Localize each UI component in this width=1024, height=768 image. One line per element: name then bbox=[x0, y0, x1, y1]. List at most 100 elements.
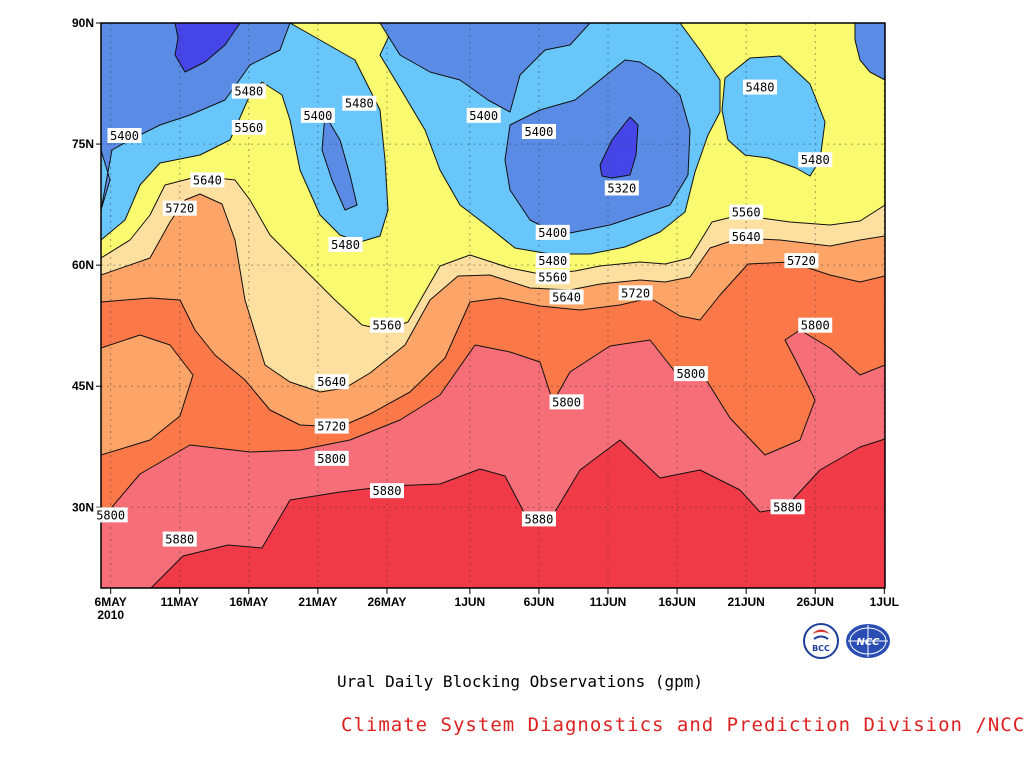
x-tick-label: 11JUN bbox=[590, 595, 627, 609]
contour-label: 5480 bbox=[231, 83, 266, 99]
contour-label-text: 5720 bbox=[165, 202, 194, 216]
contour-label-text: 5800 bbox=[676, 367, 705, 381]
contour-label-text: 5640 bbox=[552, 290, 581, 304]
axis-ticks: 6MAY 11MAY 16MAY 21MAY 26MAY 1JUN 6JUN 11JUN 16J… bbox=[72, 16, 899, 622]
x-tick-label: 16JUN bbox=[658, 595, 695, 609]
contour-label-text: 5560 bbox=[538, 270, 567, 284]
contour-label: 5880 bbox=[162, 531, 197, 547]
contour-label: 5320 bbox=[604, 180, 639, 196]
contour-label-text: 5720 bbox=[317, 420, 346, 434]
contour-labels: 5400 5480 5560 5640 5720 5400 5480 5480 5560 5640… bbox=[93, 79, 833, 547]
chart-caption: Ural Daily Blocking Observations (gpm) bbox=[336, 672, 704, 691]
x-tick-label: 1JUL bbox=[870, 595, 899, 609]
contour-label-text: 5400 bbox=[110, 129, 139, 143]
contour-label: 5480 bbox=[328, 236, 363, 252]
contour-label-bg bbox=[107, 128, 142, 143]
contour-label-text: 5880 bbox=[773, 500, 802, 514]
contour-label-text: 5800 bbox=[552, 395, 581, 409]
contour-label: 5400 bbox=[521, 123, 556, 139]
contour-label: 5800 bbox=[314, 450, 349, 466]
contour-label-bg bbox=[314, 418, 349, 434]
contour-label-text: 5640 bbox=[317, 375, 346, 389]
contour-label: 5880 bbox=[770, 499, 805, 515]
contour-label-bg bbox=[342, 95, 377, 111]
contour-label-bg bbox=[673, 366, 708, 382]
contour-label-text: 5880 bbox=[165, 533, 194, 547]
contour-label-text: 5640 bbox=[193, 173, 222, 187]
contour-label: 5560 bbox=[535, 269, 570, 285]
contour-label-text: 5480 bbox=[801, 153, 830, 167]
contour-label-text: 5320 bbox=[607, 181, 636, 195]
contour-label-text: 5800 bbox=[801, 319, 830, 333]
contour-label-bg bbox=[798, 317, 833, 333]
contour-label-bg bbox=[535, 253, 570, 269]
contour-label: 5560 bbox=[231, 119, 266, 135]
contour-label: 5400 bbox=[107, 128, 142, 143]
plot-frame bbox=[100, 22, 886, 589]
y-tick-label: 75N bbox=[72, 137, 94, 151]
contour-label-bg bbox=[314, 450, 349, 466]
contour-label-bg bbox=[618, 285, 653, 301]
contour-label-bg bbox=[770, 499, 805, 515]
contour-label: 5400 bbox=[300, 107, 335, 123]
contour-label-text: 5560 bbox=[234, 121, 263, 135]
contour-label: 5480 bbox=[342, 95, 377, 111]
y-tick-label: 45N bbox=[72, 379, 94, 393]
bcc-logo-text: BCC bbox=[812, 644, 830, 653]
contour-label-text: 5480 bbox=[746, 81, 775, 95]
contour-label-bg bbox=[521, 123, 556, 139]
contour-label-bg bbox=[535, 224, 570, 240]
x-tick-label: 11MAY bbox=[161, 595, 199, 609]
x-tick-label: 26MAY bbox=[368, 595, 407, 609]
contour-label-text: 5720 bbox=[621, 286, 650, 300]
x-tick-label: 6JUN bbox=[524, 595, 555, 609]
contour-label-bg bbox=[521, 511, 556, 527]
contour-label-bg bbox=[369, 317, 404, 333]
contour-label-bg bbox=[162, 200, 197, 216]
contour-label-text: 5560 bbox=[373, 319, 402, 333]
contour-label-text: 5400 bbox=[524, 125, 553, 139]
height-field-fills bbox=[101, 23, 885, 588]
y-tick-label: 30N bbox=[72, 500, 94, 514]
contour-label-text: 5800 bbox=[96, 508, 125, 522]
contour-label-bg bbox=[369, 483, 404, 499]
contour-label: 5800 bbox=[673, 366, 708, 382]
ncc-logo: NCC bbox=[846, 624, 890, 658]
contour-label: 5480 bbox=[535, 253, 570, 269]
contour-label: 5800 bbox=[798, 317, 833, 333]
contour-label-text: 5640 bbox=[732, 230, 761, 244]
contour-label-text: 5480 bbox=[345, 97, 374, 111]
contour-label: 5880 bbox=[369, 483, 404, 499]
contour-label-text: 5480 bbox=[538, 254, 567, 268]
contour-label-text: 5880 bbox=[524, 512, 553, 526]
contour-label: 5880 bbox=[521, 511, 556, 527]
credit-line: Climate System Diagnostics and Predictio… bbox=[341, 714, 1024, 736]
contour-label-text: 5800 bbox=[317, 452, 346, 466]
contour-label: 5720 bbox=[314, 418, 349, 434]
x-tick-label: 16MAY bbox=[229, 595, 268, 609]
bcc-logo: BCC bbox=[803, 623, 839, 659]
y-tick-label: 60N bbox=[72, 258, 94, 272]
contour-label: 5640 bbox=[190, 172, 225, 188]
contour-label-bg bbox=[549, 289, 584, 305]
contour-label: 5720 bbox=[618, 285, 653, 301]
x-tick-label: 1JUN bbox=[455, 595, 486, 609]
contour-label: 5720 bbox=[162, 200, 197, 216]
x-tick-label: 6MAY bbox=[95, 595, 127, 609]
contour-label-text: 5880 bbox=[373, 484, 402, 498]
contour-label-bg bbox=[742, 79, 777, 95]
contour-label-bg bbox=[328, 236, 363, 252]
contour-label: 5400 bbox=[535, 224, 570, 240]
contour-label-text: 5560 bbox=[732, 206, 761, 220]
contour-label-text: 5480 bbox=[331, 238, 360, 252]
band-5240-5320 bbox=[174, 23, 639, 179]
contour-label-text: 5400 bbox=[538, 226, 567, 240]
contour-label-bg bbox=[535, 269, 570, 285]
x-tick-label: 21JUN bbox=[727, 595, 764, 609]
contour-label-bg bbox=[231, 83, 266, 99]
contour-label-bg bbox=[93, 507, 128, 523]
contour-label-bg bbox=[784, 253, 819, 269]
contour-label: 5720 bbox=[784, 253, 819, 269]
contour-label: 5560 bbox=[369, 317, 404, 333]
